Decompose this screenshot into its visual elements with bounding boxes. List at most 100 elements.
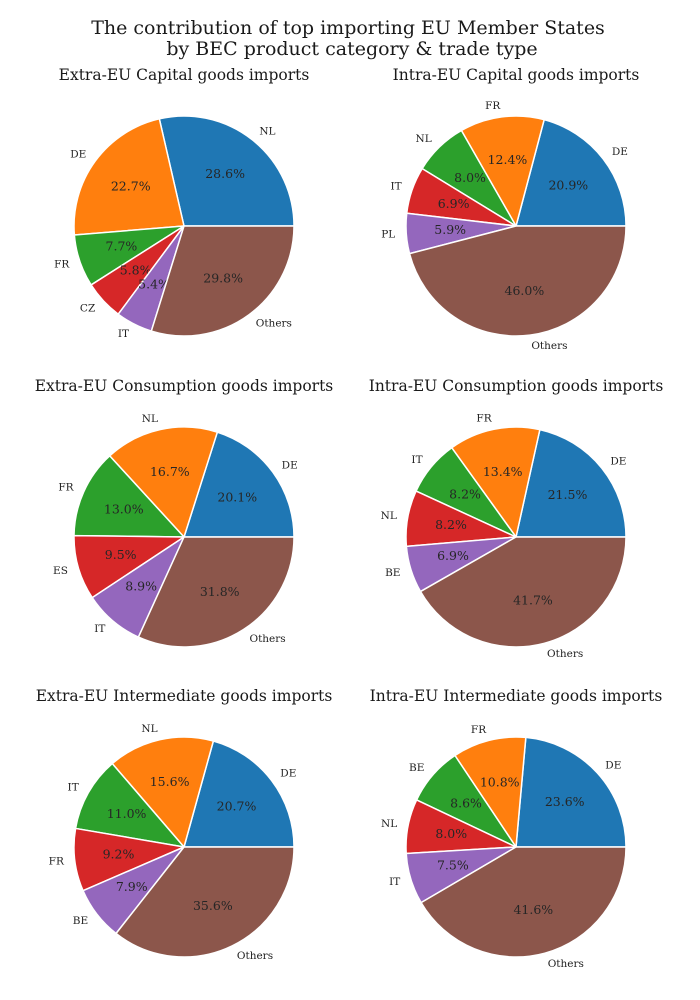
pie-1-slice-de	[73, 118, 185, 236]
pie-5-pct-fr: 9.2%	[103, 846, 135, 861]
pie-panel-6: Intra-EU Intermediate goods imports DE 23.…	[370, 687, 663, 970]
pie-3-slice-de	[183, 431, 295, 538]
pie-5-label-it: IT	[68, 781, 79, 793]
pie-1-label-de: DE	[70, 149, 86, 161]
pie-5-pct-nl: 15.6%	[150, 774, 190, 789]
pie-panel-3: Extra-EU Consumption goods imports DE 20.1…	[35, 377, 334, 648]
pie-2-pct-de: 20.9%	[548, 177, 588, 192]
pie-5-label-de: DE	[280, 768, 296, 780]
pie-5-pct-others: 35.6%	[193, 898, 233, 913]
pie-panel-5: Extra-EU Intermediate goods imports DE 20.…	[36, 687, 333, 962]
pie-5-pct-be: 7.9%	[116, 879, 148, 894]
pie-1-label-nl: NL	[259, 125, 275, 137]
pie-3-label-others: Others	[249, 633, 285, 645]
pie-5-label-fr: FR	[49, 855, 65, 867]
pie-2-pct-it: 6.9%	[438, 196, 470, 211]
pie-1-title: Extra-EU Capital goods imports	[59, 66, 310, 84]
pie-2-pct-nl: 8.0%	[454, 170, 486, 185]
pie-2-pct-pl: 5.9%	[434, 222, 466, 237]
pie-3-label-de: DE	[282, 460, 298, 472]
pie-3-label-fr: FR	[58, 482, 74, 494]
pie-6-pct-it: 7.5%	[437, 858, 469, 873]
pie-4-slice-others	[419, 536, 627, 648]
pie-5-pct-it: 11.0%	[107, 806, 147, 821]
pie-6-label-de: DE	[605, 759, 621, 771]
pie-6-label-nl: NL	[381, 818, 397, 830]
pie-3-title: Extra-EU Consumption goods imports	[35, 377, 334, 395]
pie-3-pct-fr: 13.0%	[104, 502, 144, 517]
pie-5-pct-de: 20.7%	[217, 799, 257, 814]
pie-4-label-fr: FR	[476, 412, 492, 424]
pie-1-pct-de: 22.7%	[111, 179, 151, 194]
pie-5-label-be: BE	[73, 915, 88, 927]
pie-5-slice-it	[74, 762, 185, 848]
pie-6-label-it: IT	[389, 876, 400, 888]
pie-4-slice-de	[515, 428, 627, 538]
pie-6-label-be: BE	[409, 762, 424, 774]
pie-4-pct-it: 8.2%	[449, 487, 481, 502]
pie-1-pct-others: 29.8%	[203, 271, 243, 286]
pie-panel-1: Extra-EU Capital goods imports NL 28.6% DE 2…	[54, 66, 309, 340]
pie-2-pct-others: 46.0%	[505, 283, 545, 298]
pie-4-pct-de: 21.5%	[548, 487, 588, 502]
pie-5-slice-de	[183, 740, 295, 848]
pie-6-slice-fr	[454, 736, 527, 848]
pie-2-slice-others	[408, 225, 627, 337]
pie-4-pct-nl: 8.2%	[435, 517, 467, 532]
pie-6-pct-nl: 8.0%	[435, 826, 467, 841]
pie-3-pct-es: 9.5%	[105, 547, 137, 562]
pie-1-pct-fr: 7.7%	[106, 238, 138, 253]
pie-4-label-de: DE	[610, 455, 626, 467]
pie-panel-2: Intra-EU Capital goods imports DE 20.9% FR 1…	[381, 66, 639, 352]
pie-6-slice-de	[515, 736, 627, 848]
pie-2-label-fr: FR	[485, 100, 501, 112]
pie-2-label-de: DE	[612, 146, 628, 158]
pie-5-title: Extra-EU Intermediate goods imports	[36, 687, 333, 705]
figure-title-line-2: by BEC product category & trade type	[166, 38, 537, 60]
pie-5-label-others: Others	[237, 950, 273, 962]
pie-6-title: Intra-EU Intermediate goods imports	[370, 687, 663, 705]
pie-3-pct-nl: 16.7%	[150, 464, 190, 479]
pie-3-label-es: ES	[53, 565, 68, 577]
pie-6-pct-fr: 10.8%	[480, 775, 520, 790]
pie-1-slice-nl	[158, 115, 295, 227]
pie-2-label-pl: PL	[381, 228, 395, 240]
pie-4-title: Intra-EU Consumption goods imports	[369, 377, 664, 395]
pie-6-pct-de: 23.6%	[545, 794, 585, 809]
pie-2-label-it: IT	[390, 180, 401, 192]
pie-6-pct-be: 8.6%	[450, 795, 482, 810]
pie-1-label-others: Others	[256, 317, 292, 329]
pie-3-pct-it: 8.9%	[125, 579, 157, 594]
pie-2-label-others: Others	[531, 340, 567, 352]
pie-3-pct-de: 20.1%	[217, 490, 257, 505]
pie-2-label-nl: NL	[416, 133, 432, 145]
pie-3-slice-others	[137, 536, 295, 648]
pie-1-label-cz: CZ	[80, 302, 95, 314]
pie-5-slice-nl	[111, 736, 215, 848]
pie-6-label-fr: FR	[471, 724, 487, 736]
pie-3-slice-fr	[73, 455, 185, 538]
pie-4-pct-be: 6.9%	[437, 548, 469, 563]
pie-4-label-others: Others	[547, 648, 583, 660]
pie-3-slice-nl	[108, 426, 219, 538]
pie-2-pct-fr: 12.4%	[488, 152, 528, 167]
pie-1-slice-others	[150, 225, 295, 337]
pie-6-pct-others: 41.6%	[513, 902, 553, 917]
pie-4-label-be: BE	[385, 567, 400, 579]
pie-4-label-nl: NL	[381, 510, 397, 522]
figure-title-line-1: The contribution of top importing EU Mem…	[91, 17, 605, 39]
pie-2-title: Intra-EU Capital goods imports	[393, 66, 640, 84]
pie-1-label-fr: FR	[54, 258, 70, 270]
pie-3-label-it: IT	[94, 623, 105, 635]
pie-4-pct-others: 41.7%	[513, 592, 553, 607]
pie-panel-4: Intra-EU Consumption goods imports DE 21.5…	[369, 377, 664, 660]
pie-4-label-it: IT	[411, 454, 422, 466]
pie-3-label-nl: NL	[142, 413, 158, 425]
pie-4-pct-fr: 13.4%	[483, 464, 523, 479]
pie-1-pct-nl: 28.6%	[205, 166, 245, 181]
pie-3-pct-others: 31.8%	[200, 584, 240, 599]
pie-1-pct-it: 5.4%	[138, 276, 170, 291]
pie-5-label-nl: NL	[141, 723, 157, 735]
pie-6-slice-others	[420, 846, 627, 958]
